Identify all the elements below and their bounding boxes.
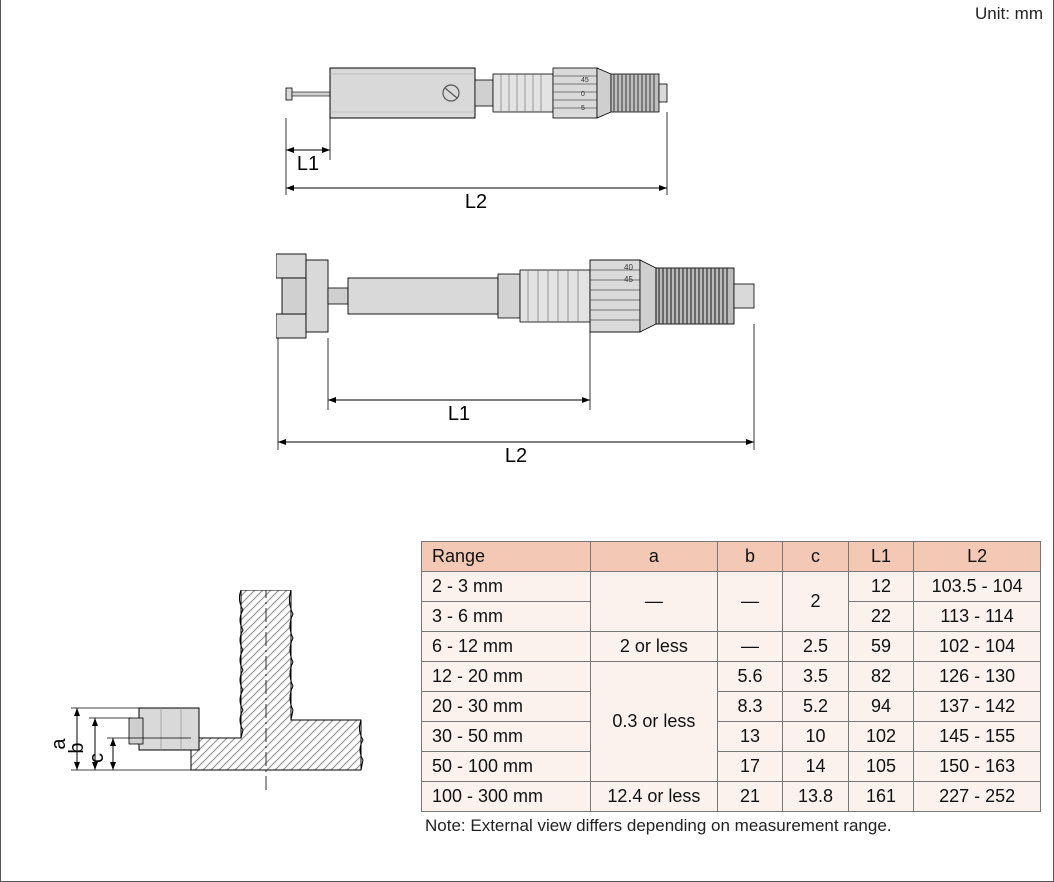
cell-l1: 102 (848, 722, 913, 752)
table-row: 6 - 12 mm 2 or less — 2.5 59 102 - 104 (422, 632, 1041, 662)
cell-l2: 113 - 114 (914, 602, 1041, 632)
cell-b: — (717, 632, 782, 662)
col-l1: L1 (848, 542, 913, 572)
col-range: Range (422, 542, 591, 572)
cell-l1: 12 (848, 572, 913, 602)
table-row: 2 - 3 mm — — 2 12 103.5 - 104 (422, 572, 1041, 602)
cell-c: 2.5 (783, 632, 848, 662)
svg-text:45: 45 (581, 77, 589, 84)
cell-b: 21 (717, 782, 782, 812)
cell-range: 12 - 20 mm (422, 662, 591, 692)
cell-a: 12.4 or less (591, 782, 718, 812)
cell-b: 8.3 (717, 692, 782, 722)
svg-text:5: 5 (581, 105, 585, 112)
diagram-cross-section: a b c (31, 590, 391, 850)
cell-c: 2 (783, 572, 848, 632)
dim-label-c: c (86, 753, 108, 763)
dim-label-b: b (66, 742, 88, 753)
table-header-row: Range a b c L1 L2 (422, 542, 1041, 572)
cell-b: — (717, 572, 782, 632)
cell-l2: 102 - 104 (914, 632, 1041, 662)
dim-label-l1: L1 (448, 403, 470, 425)
cell-l2: 103.5 - 104 (914, 572, 1041, 602)
dim-label-l2: L2 (505, 445, 527, 467)
cell-l2: 145 - 155 (914, 722, 1041, 752)
cell-c: 5.2 (783, 692, 848, 722)
cell-l2: 227 - 252 (914, 782, 1041, 812)
dim-label-l1: L1 (297, 153, 319, 175)
cell-range: 6 - 12 mm (422, 632, 591, 662)
unit-label: Unit: mm (975, 4, 1043, 24)
svg-text:45: 45 (624, 275, 633, 284)
cell-l1: 105 (848, 752, 913, 782)
cell-b: 13 (717, 722, 782, 752)
cell-c: 14 (783, 752, 848, 782)
cell-l1: 59 (848, 632, 913, 662)
col-b: b (717, 542, 782, 572)
table-note: Note: External view differs depending on… (421, 816, 1041, 836)
cell-l1: 82 (848, 662, 913, 692)
spec-table: Range a b c L1 L2 2 - 3 mm — — 2 12 103.… (421, 541, 1041, 812)
cell-range: 3 - 6 mm (422, 602, 591, 632)
cell-l1: 94 (848, 692, 913, 722)
cell-b: 5.6 (717, 662, 782, 692)
col-c: c (783, 542, 848, 572)
col-l2: L2 (914, 542, 1041, 572)
diagram-top-micrometer: 45 0 5 L1 L2 (281, 50, 711, 210)
table-row: 30 - 50 mm 13 10 102 145 - 155 (422, 722, 1041, 752)
cell-range: 30 - 50 mm (422, 722, 591, 752)
spec-table-wrap: Range a b c L1 L2 2 - 3 mm — — 2 12 103.… (421, 541, 1041, 836)
cell-l2: 137 - 142 (914, 692, 1041, 722)
col-a: a (591, 542, 718, 572)
cell-range: 100 - 300 mm (422, 782, 591, 812)
svg-text:0: 0 (581, 91, 585, 98)
table-row: 100 - 300 mm 12.4 or less 21 13.8 161 22… (422, 782, 1041, 812)
page-frame: Unit: mm 45 0 5 (0, 0, 1054, 882)
cell-range: 2 - 3 mm (422, 572, 591, 602)
cell-a: 0.3 or less (591, 662, 718, 782)
cell-l1: 22 (848, 602, 913, 632)
table-row: 50 - 100 mm 17 14 105 150 - 163 (422, 752, 1041, 782)
table-row: 20 - 30 mm 8.3 5.2 94 137 - 142 (422, 692, 1041, 722)
cell-l1: 161 (848, 782, 913, 812)
cell-range: 20 - 30 mm (422, 692, 591, 722)
table-row: 12 - 20 mm 0.3 or less 5.6 3.5 82 126 - … (422, 662, 1041, 692)
cell-range: 50 - 100 mm (422, 752, 591, 782)
cell-b: 17 (717, 752, 782, 782)
cell-l2: 150 - 163 (914, 752, 1041, 782)
cell-l2: 126 - 130 (914, 662, 1041, 692)
cell-a: — (591, 572, 718, 632)
svg-text:40: 40 (624, 263, 633, 272)
cell-c: 10 (783, 722, 848, 752)
diagram-mid-micrometer: 40 45 L1 L2 (276, 250, 776, 470)
dim-label-l2: L2 (465, 191, 487, 210)
cell-c: 3.5 (783, 662, 848, 692)
cell-a: 2 or less (591, 632, 718, 662)
cell-c: 13.8 (783, 782, 848, 812)
